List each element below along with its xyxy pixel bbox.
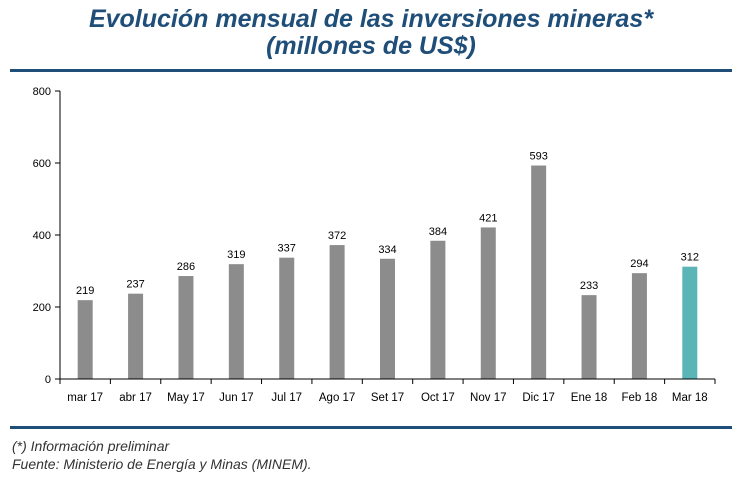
footnotes: (*) Información preliminar Fuente: Minis… [12, 437, 312, 473]
bar [682, 266, 698, 379]
data-label: 337 [278, 243, 296, 255]
bar [128, 293, 144, 379]
data-label: 294 [630, 258, 648, 270]
x-tick-label: Ene 18 [571, 392, 607, 404]
x-tick-label: Ago 17 [319, 392, 355, 404]
bar [178, 276, 194, 379]
bar [631, 273, 647, 379]
y-tick-label: 400 [33, 230, 51, 242]
bar [581, 295, 597, 379]
bar [531, 165, 547, 379]
x-axis: mar 17 abr 17 May 17 Jun 17 Jul 17 Ago 17 Set … [59, 378, 716, 404]
top-divider [10, 69, 732, 72]
data-label: 334 [378, 244, 396, 256]
bar [228, 264, 244, 379]
data-label: 233 [580, 280, 598, 292]
chart-title: Evolución mensual de las inversiones min… [0, 6, 742, 60]
bar [480, 227, 496, 379]
bar [279, 257, 295, 379]
bottom-divider [10, 426, 732, 429]
x-tick-label: Nov 17 [470, 392, 506, 404]
x-tick-label: May 17 [167, 392, 205, 404]
data-label: 593 [529, 151, 547, 163]
data-label: 384 [429, 226, 447, 238]
data-label: 237 [126, 279, 144, 291]
x-tick-label: Jun 17 [219, 392, 254, 404]
chart-title-line1: Evolución mensual de las inversiones min… [88, 5, 654, 33]
x-tick-label: Jul 17 [271, 392, 302, 404]
preliminary-note: (*) Información preliminar [12, 438, 170, 454]
data-label: 286 [177, 261, 195, 273]
y-axis: 0 200 400 600 800 [33, 86, 61, 386]
y-tick-label: 200 [33, 302, 51, 314]
data-label: 372 [328, 230, 346, 242]
bar [430, 240, 446, 379]
bars: 219 237 286 319 337 372 334 384 421 593 233 294 312 [76, 151, 699, 379]
bar [329, 245, 345, 379]
data-label: 312 [681, 252, 699, 264]
chart-title-line2: (millones de US$) [266, 32, 476, 60]
x-tick-label: mar 17 [67, 392, 103, 404]
bar [77, 300, 93, 379]
source-note: Fuente: Ministerio de Energía y Minas (M… [12, 456, 312, 472]
x-tick-label: Dic 17 [522, 392, 555, 404]
data-label: 319 [227, 249, 245, 261]
data-label: 219 [76, 285, 94, 297]
x-tick-label: Oct 17 [421, 392, 455, 404]
data-label: 421 [479, 212, 497, 224]
x-tick-label: Mar 18 [672, 392, 708, 404]
y-tick-label: 800 [33, 86, 51, 98]
y-tick-label: 600 [33, 158, 51, 170]
bar-chart: 0 200 400 600 800 219 237 286 319 337 372 334 384 42… [33, 86, 716, 404]
bar [380, 258, 395, 379]
x-tick-label: abr 17 [119, 392, 152, 404]
y-tick-label: 0 [45, 374, 51, 386]
x-tick-label: Feb 18 [622, 392, 658, 404]
x-tick-label: Set 17 [371, 392, 404, 404]
